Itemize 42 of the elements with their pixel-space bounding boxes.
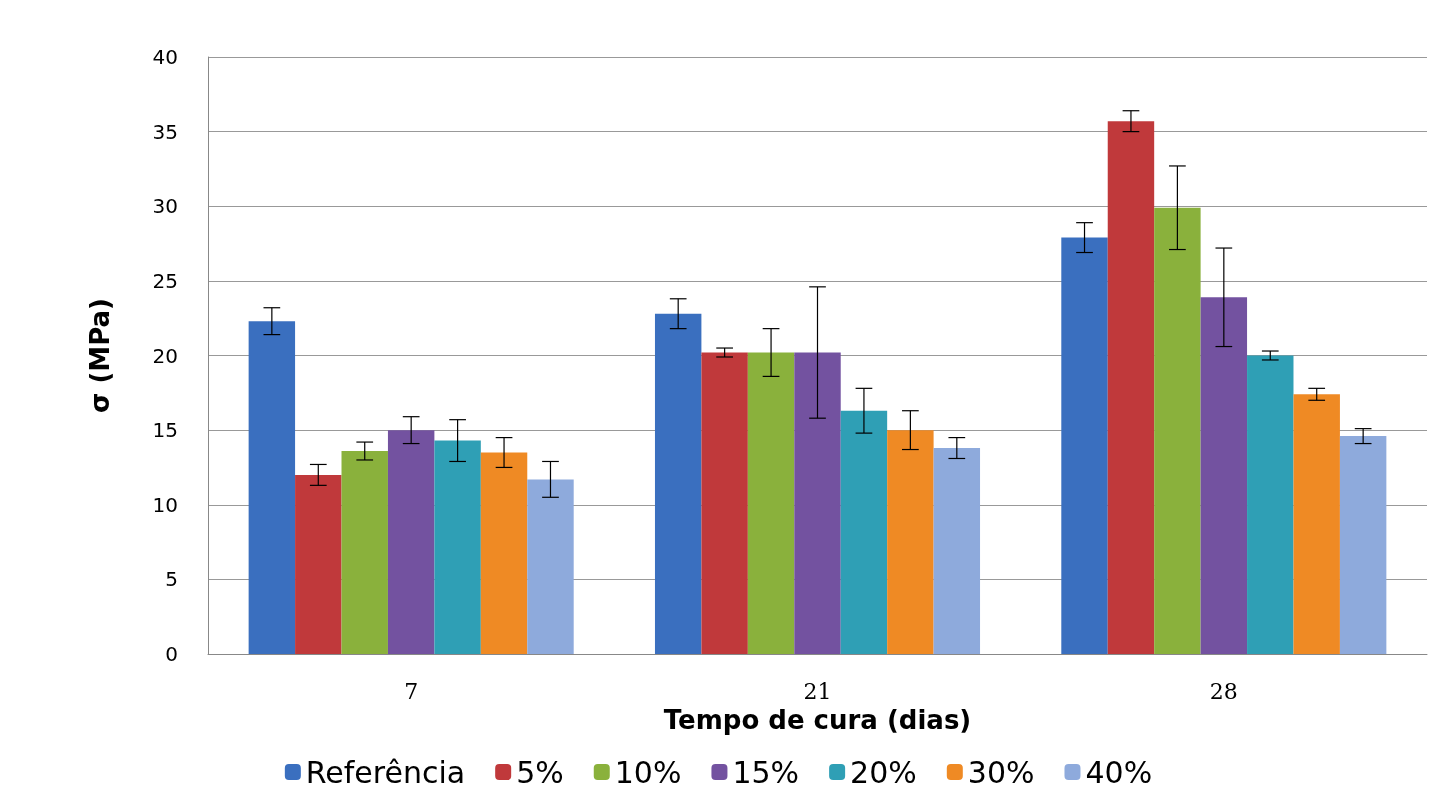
- bar: [701, 352, 748, 654]
- bar: [341, 451, 388, 654]
- x-tick-label: 21: [803, 678, 832, 704]
- legend-label: 20%: [850, 754, 917, 790]
- bar: [295, 474, 342, 654]
- legend-label: 10%: [614, 754, 682, 790]
- legend-label: 15%: [732, 754, 800, 790]
- y-tick-label: 5: [165, 567, 178, 592]
- bar: [933, 448, 981, 654]
- y-tick-label: 20: [152, 343, 178, 368]
- bar: [794, 352, 841, 654]
- legend-label: 5%: [516, 754, 564, 790]
- y-axis-title: σ (MPa): [85, 298, 115, 413]
- y-tick-label: 0: [165, 642, 178, 666]
- y-tick-label: 30: [152, 194, 178, 219]
- y-tick-label: 35: [152, 119, 178, 144]
- x-axis-title: Tempo de cura (dias): [663, 704, 972, 735]
- bar: [840, 410, 888, 654]
- bar: [1339, 436, 1387, 654]
- legend-label: 30%: [967, 754, 1035, 790]
- bar: [387, 430, 435, 654]
- bar: [747, 352, 795, 654]
- bar: [1061, 237, 1108, 654]
- bar: [1200, 297, 1248, 654]
- bar: [654, 313, 702, 654]
- y-tick-label: 10: [152, 492, 178, 517]
- bar: [1154, 207, 1201, 654]
- bar: [887, 430, 934, 654]
- bar: [434, 440, 481, 654]
- x-tick-label: 28: [1209, 678, 1238, 704]
- bar: [1293, 394, 1340, 654]
- legend-label: Referência: [305, 754, 466, 790]
- bar: [248, 321, 296, 654]
- x-tick-label: 7: [404, 678, 419, 704]
- y-tick-label: 40: [152, 45, 178, 69]
- y-tick-label: 15: [152, 418, 178, 443]
- legend-label: 40%: [1085, 754, 1153, 790]
- y-tick-label: 25: [152, 268, 178, 293]
- bar: [1107, 121, 1155, 654]
- bar: [527, 479, 574, 654]
- bar: [480, 452, 528, 654]
- bar: [1247, 355, 1294, 654]
